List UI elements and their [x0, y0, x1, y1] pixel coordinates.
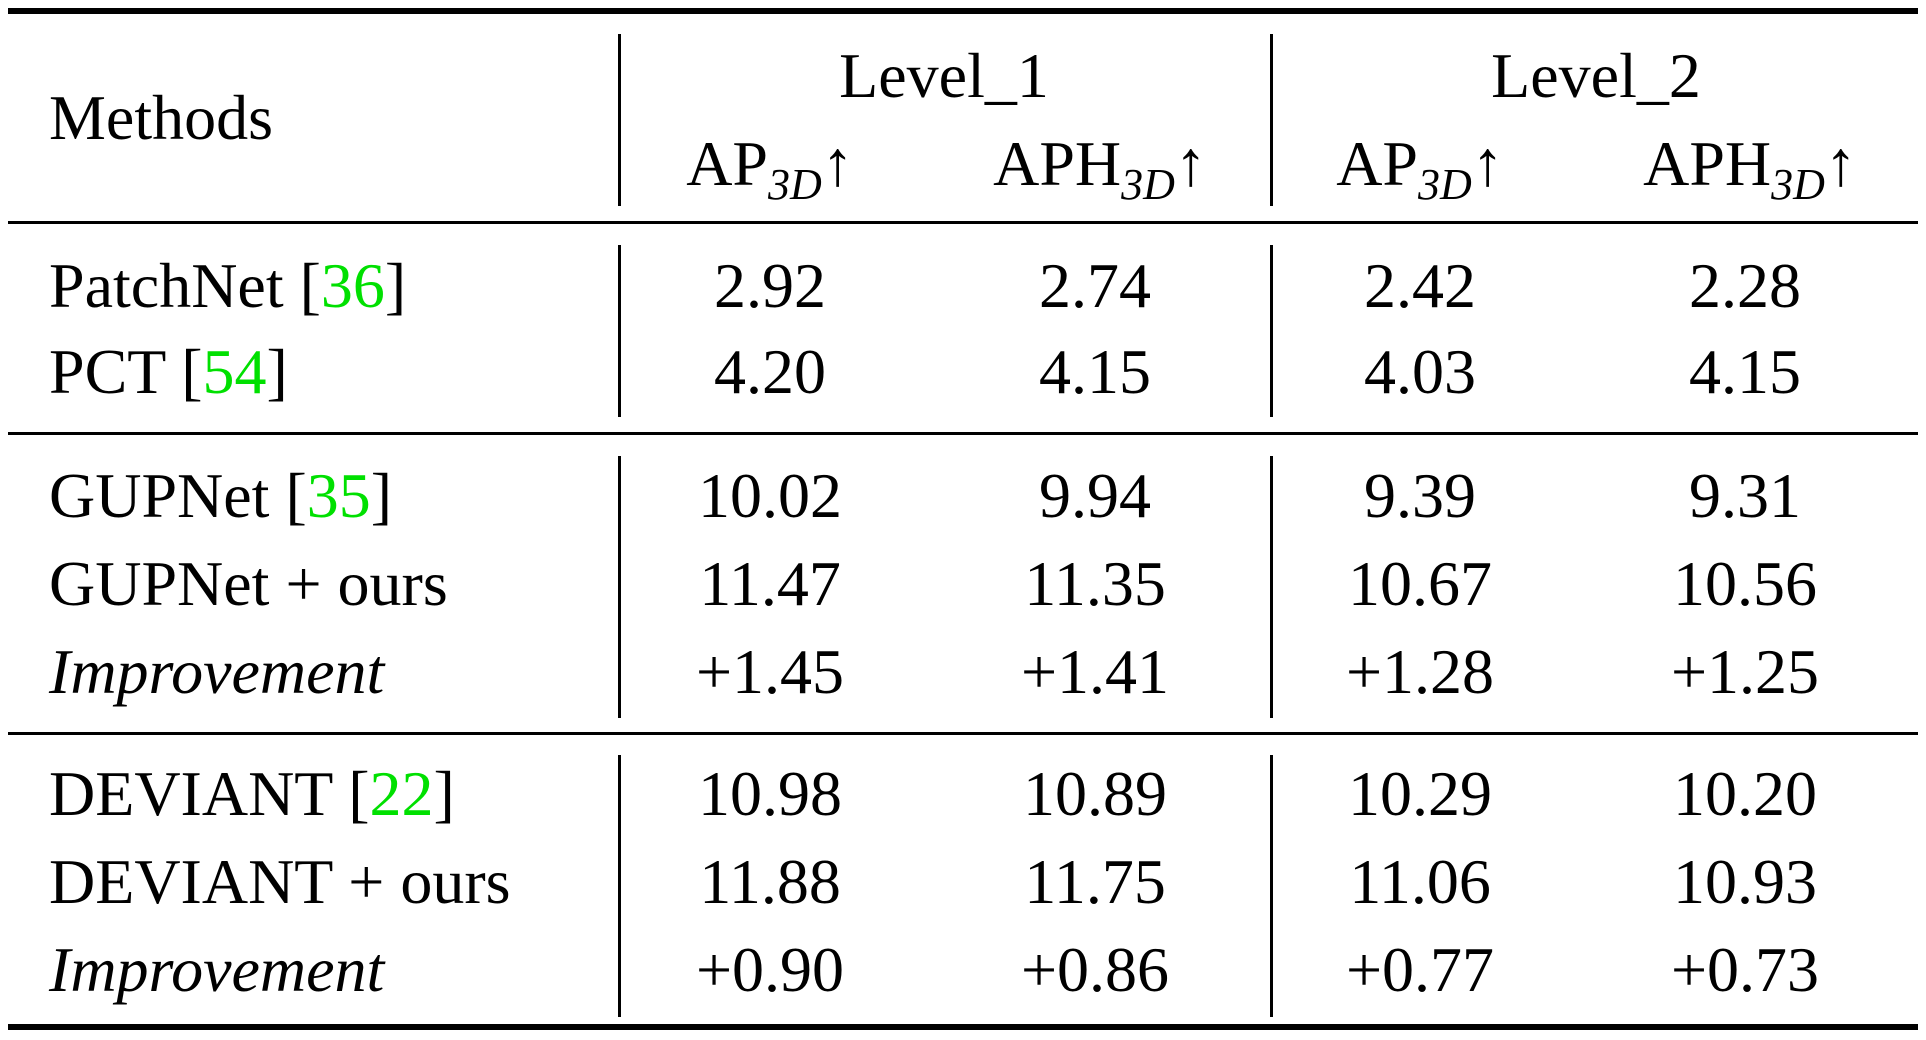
value-cell: 10.02	[698, 460, 842, 531]
header-level2: Level_2	[1491, 40, 1701, 111]
col-1-sub: 3D	[768, 160, 822, 209]
col-2-base: APH	[993, 128, 1122, 199]
vline-header-1	[618, 34, 621, 206]
method-text: GUPNet + ours	[49, 548, 448, 619]
value-cell: 4.15	[1689, 336, 1801, 407]
header-col-3: AP3D↑	[1290, 132, 1550, 207]
method-gupnet-ours: GUPNet + ours	[49, 552, 448, 616]
value-cell: 9.39	[1364, 460, 1476, 531]
value-cell: 4.20	[714, 336, 826, 407]
value-cell: +1.45	[695, 636, 845, 707]
header-rule	[8, 221, 1918, 224]
header-level1: Level_1	[839, 40, 1049, 111]
col-1-arrow: ↑	[821, 128, 854, 199]
vline-g2-2	[1270, 456, 1273, 718]
value-cell: 4.03	[1364, 336, 1476, 407]
header-methods: Methods	[49, 82, 273, 153]
value-cell: 2.28	[1689, 250, 1801, 321]
value-cell: 11.06	[1349, 846, 1491, 917]
value-cell: 10.98	[698, 758, 842, 829]
value-cell: 2.42	[1364, 250, 1476, 321]
value-cell: 9.31	[1689, 460, 1801, 531]
value-cell: 10.20	[1673, 758, 1817, 829]
col-1-base: AP	[686, 128, 769, 199]
value-cell: 10.93	[1673, 846, 1817, 917]
col-3-base: AP	[1336, 128, 1419, 199]
method-close: ]	[433, 758, 455, 829]
value-cell: 4.15	[1039, 336, 1151, 407]
bottom-rule	[8, 1024, 1918, 1030]
method-pct: PCT [54]	[49, 340, 288, 404]
value-cell: 9.94	[1039, 460, 1151, 531]
col-3-sub: 3D	[1418, 160, 1472, 209]
value-cell: 11.47	[699, 548, 841, 619]
col-4-arrow: ↑	[1824, 128, 1857, 199]
header-col-4: APH3D↑	[1600, 132, 1900, 207]
method-close: ]	[370, 460, 393, 531]
vline-g3-2	[1270, 755, 1273, 1017]
value-cell: 10.89	[1023, 758, 1167, 829]
top-rule	[8, 8, 1918, 14]
value-cell: 11.35	[1024, 548, 1166, 619]
value-cell: 10.29	[1348, 758, 1492, 829]
header-col-2: APH3D↑	[950, 132, 1250, 207]
value-cell: 10.67	[1348, 548, 1492, 619]
col-3-arrow: ↑	[1471, 128, 1504, 199]
vline-g3-1	[618, 755, 621, 1017]
value-cell: +0.77	[1345, 934, 1495, 1005]
vline-g1-1	[618, 245, 621, 417]
vline-header-2	[1270, 34, 1273, 206]
value-cell: +0.73	[1670, 934, 1820, 1005]
value-cell: +1.28	[1345, 636, 1495, 707]
col-2-sub: 3D	[1121, 160, 1175, 209]
method-improvement: Improvement	[49, 640, 384, 704]
method-close: ]	[384, 250, 407, 321]
header-col-1: AP3D↑	[640, 132, 900, 207]
citation-link[interactable]: 36	[320, 250, 385, 321]
vline-g2-1	[618, 456, 621, 718]
method-text: DEVIANT + ours	[49, 846, 511, 917]
method-close: ]	[266, 336, 288, 407]
method-text: PCT [	[49, 336, 203, 407]
method-text: Improvement	[49, 636, 385, 707]
value-cell: 11.75	[1024, 846, 1166, 917]
value-cell: 11.88	[699, 846, 841, 917]
col-4-base: APH	[1643, 128, 1772, 199]
value-cell: +0.90	[695, 934, 845, 1005]
method-text: DEVIANT [	[49, 758, 370, 829]
method-text: GUPNet [	[49, 460, 307, 531]
group-rule-2	[8, 732, 1918, 735]
value-cell: +1.25	[1670, 636, 1820, 707]
method-deviant: DEVIANT [22]	[49, 762, 455, 826]
value-cell: 10.56	[1673, 548, 1817, 619]
col-4-sub: 3D	[1771, 160, 1825, 209]
method-deviant-ours: DEVIANT + ours	[49, 850, 511, 914]
value-cell: +1.41	[1020, 636, 1170, 707]
citation-link[interactable]: 22	[369, 758, 434, 829]
value-cell: 2.74	[1039, 250, 1151, 321]
value-cell: 2.92	[714, 250, 826, 321]
vline-g1-2	[1270, 245, 1273, 417]
citation-link[interactable]: 54	[202, 336, 267, 407]
method-patchnet: PatchNet [36]	[49, 254, 406, 318]
method-text: Improvement	[49, 934, 385, 1005]
method-gupnet: GUPNet [35]	[49, 464, 392, 528]
group-rule-1	[8, 432, 1918, 435]
method-improvement: Improvement	[49, 938, 384, 1002]
col-2-arrow: ↑	[1174, 128, 1207, 199]
citation-link[interactable]: 35	[306, 460, 371, 531]
value-cell: +0.86	[1020, 934, 1170, 1005]
method-text: PatchNet [	[49, 250, 321, 321]
